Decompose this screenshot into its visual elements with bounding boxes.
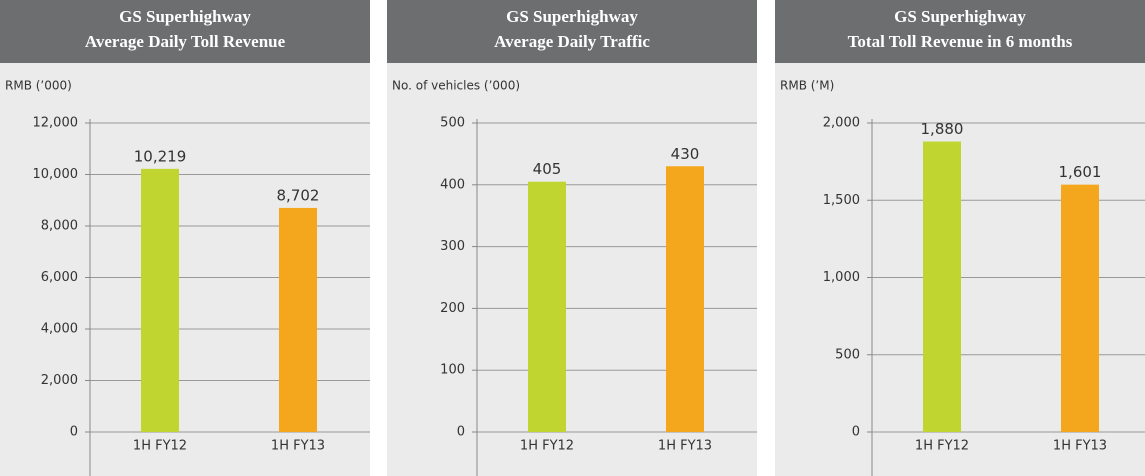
y-tick-label: 500	[835, 347, 860, 362]
chart-title: GS Superhighway	[894, 7, 1026, 26]
y-tick-label: 500	[440, 116, 465, 131]
y-tick-label: 400	[440, 177, 465, 192]
chart-title: GS Superhighway	[506, 7, 638, 26]
y-tick-label: 10,000	[33, 167, 79, 182]
y-tick-label: 2,000	[823, 116, 860, 131]
value-label: 430	[671, 145, 700, 163]
panel-header	[0, 0, 370, 63]
value-label: 8,702	[277, 186, 320, 204]
y-axis-label: RMB (’M)	[780, 79, 834, 93]
y-tick-label: 4,000	[41, 322, 78, 337]
bar	[141, 168, 179, 432]
x-tick-label: 1H FY13	[271, 439, 325, 454]
bar	[528, 181, 566, 432]
x-tick-label: 1H FY13	[1053, 439, 1107, 454]
chart-subtitle: Average Daily Toll Revenue	[85, 32, 286, 51]
y-tick-label: 0	[70, 425, 78, 440]
value-label: 10,219	[134, 147, 187, 165]
y-tick-label: 8,000	[41, 219, 78, 234]
value-label: 1,880	[921, 120, 964, 138]
y-axis-label: No. of vehicles (’000)	[392, 79, 520, 93]
y-tick-label: 0	[457, 425, 465, 440]
y-tick-label: 200	[440, 301, 465, 316]
x-tick-label: 1H FY13	[658, 439, 712, 454]
y-tick-label: 300	[440, 239, 465, 254]
panel-header	[387, 0, 757, 63]
y-tick-label: 100	[440, 363, 465, 378]
chart-subtitle: Total Toll Revenue in 6 months	[848, 32, 1073, 51]
y-tick-label: 1,000	[823, 270, 860, 285]
chart-subtitle: Average Daily Traffic	[494, 32, 650, 51]
y-axis-label: RMB (’000)	[5, 79, 72, 93]
x-tick-label: 1H FY12	[133, 439, 187, 454]
y-tick-label: 2,000	[41, 373, 78, 388]
y-tick-label: 12,000	[33, 116, 79, 131]
value-label: 1,601	[1059, 163, 1102, 181]
panel-header	[775, 0, 1145, 63]
y-tick-label: 1,500	[823, 193, 860, 208]
y-tick-label: 6,000	[41, 270, 78, 285]
x-tick-label: 1H FY12	[520, 439, 574, 454]
value-label: 405	[533, 160, 562, 178]
bar	[923, 141, 961, 433]
chart-title: GS Superhighway	[119, 7, 251, 26]
y-tick-label: 0	[852, 425, 860, 440]
bar	[666, 166, 704, 432]
bar	[1061, 184, 1099, 432]
bar	[279, 207, 317, 432]
x-tick-label: 1H FY12	[915, 439, 969, 454]
